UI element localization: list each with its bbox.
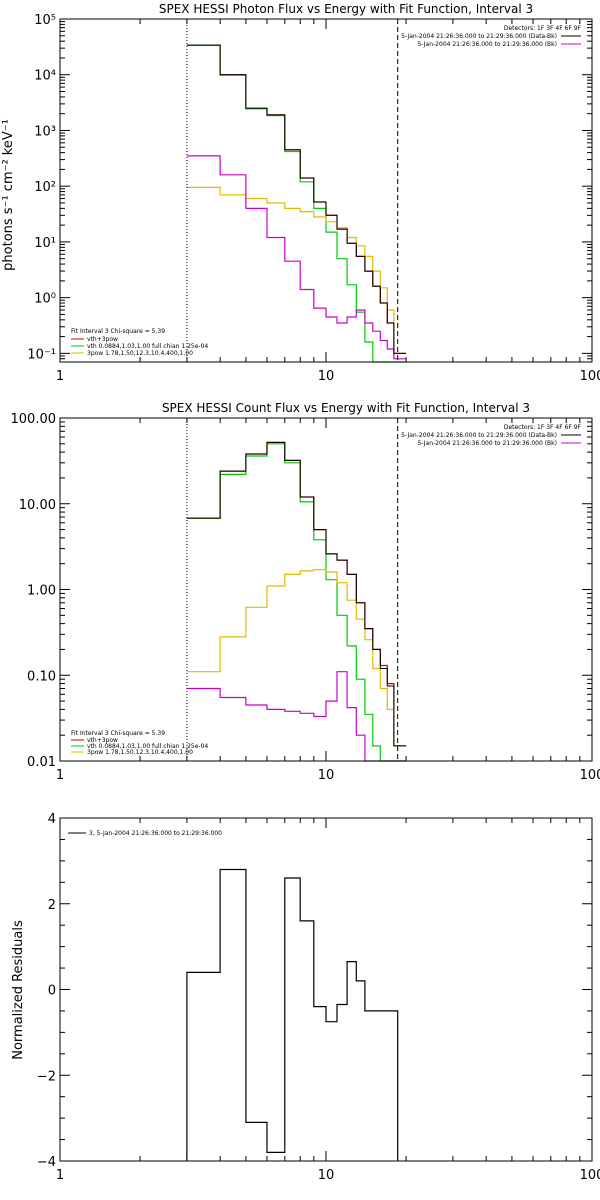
series-line xyxy=(186,155,407,360)
y-tick-label: 10⁰ xyxy=(34,292,56,307)
fit-legend-entry: vth 0.0884,1.03,1.00 full chian 1.25e-04 xyxy=(87,343,208,350)
chart-title: SPEX HESSI Photon Flux vs Energy with Fi… xyxy=(159,2,533,16)
x-tick-label: 10 xyxy=(318,768,335,783)
legend: Detectors: 1F 3F 4F 6F 9F 5-Jan-2004 21:… xyxy=(401,424,581,447)
x-tick-label: 1 xyxy=(56,369,64,384)
fit-header: Fit Interval 3 Chi-square = 5.39 xyxy=(71,730,165,737)
fit-range-lines xyxy=(186,19,399,362)
y-tick-label: 10⁻¹ xyxy=(27,347,56,362)
x-tick-label: 100 xyxy=(580,768,600,783)
series-line xyxy=(186,44,407,363)
plot-frame xyxy=(59,417,593,762)
x-tick-label: 1 xyxy=(56,768,64,783)
x-tick-labels: 1 10 100 xyxy=(56,369,600,384)
y-tick-label: 1.00 xyxy=(27,584,56,599)
fit-header: Fit Interval 3 Chi-square = 5.39 xyxy=(71,328,165,335)
x-tick-label: 1 xyxy=(56,1168,64,1183)
y-tick-label: 10¹ xyxy=(34,236,56,251)
legend: Detectors: 1F 3F 4F 6F 9F 5-Jan-2004 21:… xyxy=(401,25,581,48)
y-tick-label: 10.00 xyxy=(19,498,56,513)
y-tick-label: 0.10 xyxy=(27,669,56,684)
y-tick-label: −2 xyxy=(37,1069,56,1084)
y-tick-label: 10² xyxy=(34,180,56,195)
y-tick-label: −4 xyxy=(37,1155,56,1170)
fit-legend-entry: vth+3pow xyxy=(87,336,118,343)
x-tick-label: 100 xyxy=(580,369,600,384)
legend-entry: 3, 5-Jan-2004 21:26:36.000 to 21:29:36.0… xyxy=(89,830,222,837)
legend-header: Detectors: 1F 3F 4F 6F 9F xyxy=(504,424,582,431)
x-tick-label: 10 xyxy=(318,1168,335,1183)
series-line xyxy=(186,868,399,1161)
y-tick-label: 10⁵ xyxy=(34,13,56,28)
plot-frame xyxy=(59,817,593,1162)
y-tick-label: 10⁴ xyxy=(34,69,56,84)
y-tick-labels: 10⁻¹ 10⁰ 10¹ 10² 10³ 10⁴ 10⁵ xyxy=(27,13,56,362)
fit-legend: Fit Interval 3 Chi-square = 5.39 vth+3po… xyxy=(71,328,208,357)
x-tick-label: 100 xyxy=(580,1168,600,1183)
y-tick-labels: 0.01 0.10 1.00 10.00 100.00 xyxy=(11,412,57,770)
fit-legend-entry: 3pow 1.78,1.50,12.3,10.4,400,1.00 xyxy=(87,350,193,357)
x-tick-labels: 1 10 100 xyxy=(56,768,600,783)
x-tick-labels: 1 10 100 xyxy=(56,1168,600,1183)
series-line xyxy=(186,441,407,747)
y-tick-label: 2 xyxy=(48,898,56,913)
spectrum-lines xyxy=(186,441,407,762)
y-tick-labels: −4 −2 0 2 4 xyxy=(37,812,56,1170)
residuals-chart: Normalized Residuals −4 −2 0 2 4 1 10 100 3, 5… xyxy=(11,812,600,1183)
fit-legend-entry: vth 0.0884,1.03,1.00 full chian 1.25e-04 xyxy=(87,743,208,750)
residual-lines xyxy=(186,868,399,1161)
x-tick-label: 10 xyxy=(318,369,335,384)
legend-entry: 5-Jan-2004 21:26:36.000 to 21:29:36.000 … xyxy=(401,33,557,40)
plot-frame xyxy=(59,18,593,363)
y-tick-label: 4 xyxy=(48,812,56,827)
y-tick-label: 0.01 xyxy=(27,755,56,770)
y-axis-label: photons s⁻¹ cm⁻² keV⁻¹ xyxy=(1,119,16,271)
chart-title: SPEX HESSI Count Flux vs Energy with Fit… xyxy=(162,401,530,415)
series-line xyxy=(186,44,407,354)
fit-legend-entry: vth+3pow xyxy=(87,737,118,744)
legend-entry: 5-Jan-2004 21:26:36.000 to 21:29:36.000 … xyxy=(417,41,557,48)
legend: 3, 5-Jan-2004 21:26:36.000 to 21:29:36.0… xyxy=(68,830,222,837)
fit-range-lines xyxy=(186,418,399,761)
fit-legend: Fit Interval 3 Chi-square = 5.39 vth+3po… xyxy=(71,730,208,756)
y-axis-label: Normalized Residuals xyxy=(11,920,26,1060)
fit-legend-entry: 3pow 1.78,1.50,12.3,10.4,400,1.00 xyxy=(87,749,193,756)
photon-flux-chart: SPEX HESSI Photon Flux vs Energy with Fi… xyxy=(1,2,600,384)
count-flux-chart: SPEX HESSI Count Flux vs Energy with Fit… xyxy=(11,401,600,783)
series-line xyxy=(186,569,407,747)
tick-marks xyxy=(59,817,593,1162)
series-line xyxy=(186,44,407,354)
y-tick-label: 10³ xyxy=(34,124,56,139)
spectrum-lines xyxy=(186,44,407,363)
legend-entry: 5-Jan-2004 21:26:36.000 to 21:29:36.000 … xyxy=(417,440,557,447)
legend-header: Detectors: 1F 3F 4F 6F 9F xyxy=(504,25,582,32)
y-tick-label: 0 xyxy=(48,984,56,999)
series-line xyxy=(186,443,407,762)
y-tick-label: 100.00 xyxy=(11,412,57,427)
legend-entry: 5-Jan-2004 21:26:36.000 to 21:29:36.000 … xyxy=(401,432,557,439)
tick-marks xyxy=(59,18,593,363)
